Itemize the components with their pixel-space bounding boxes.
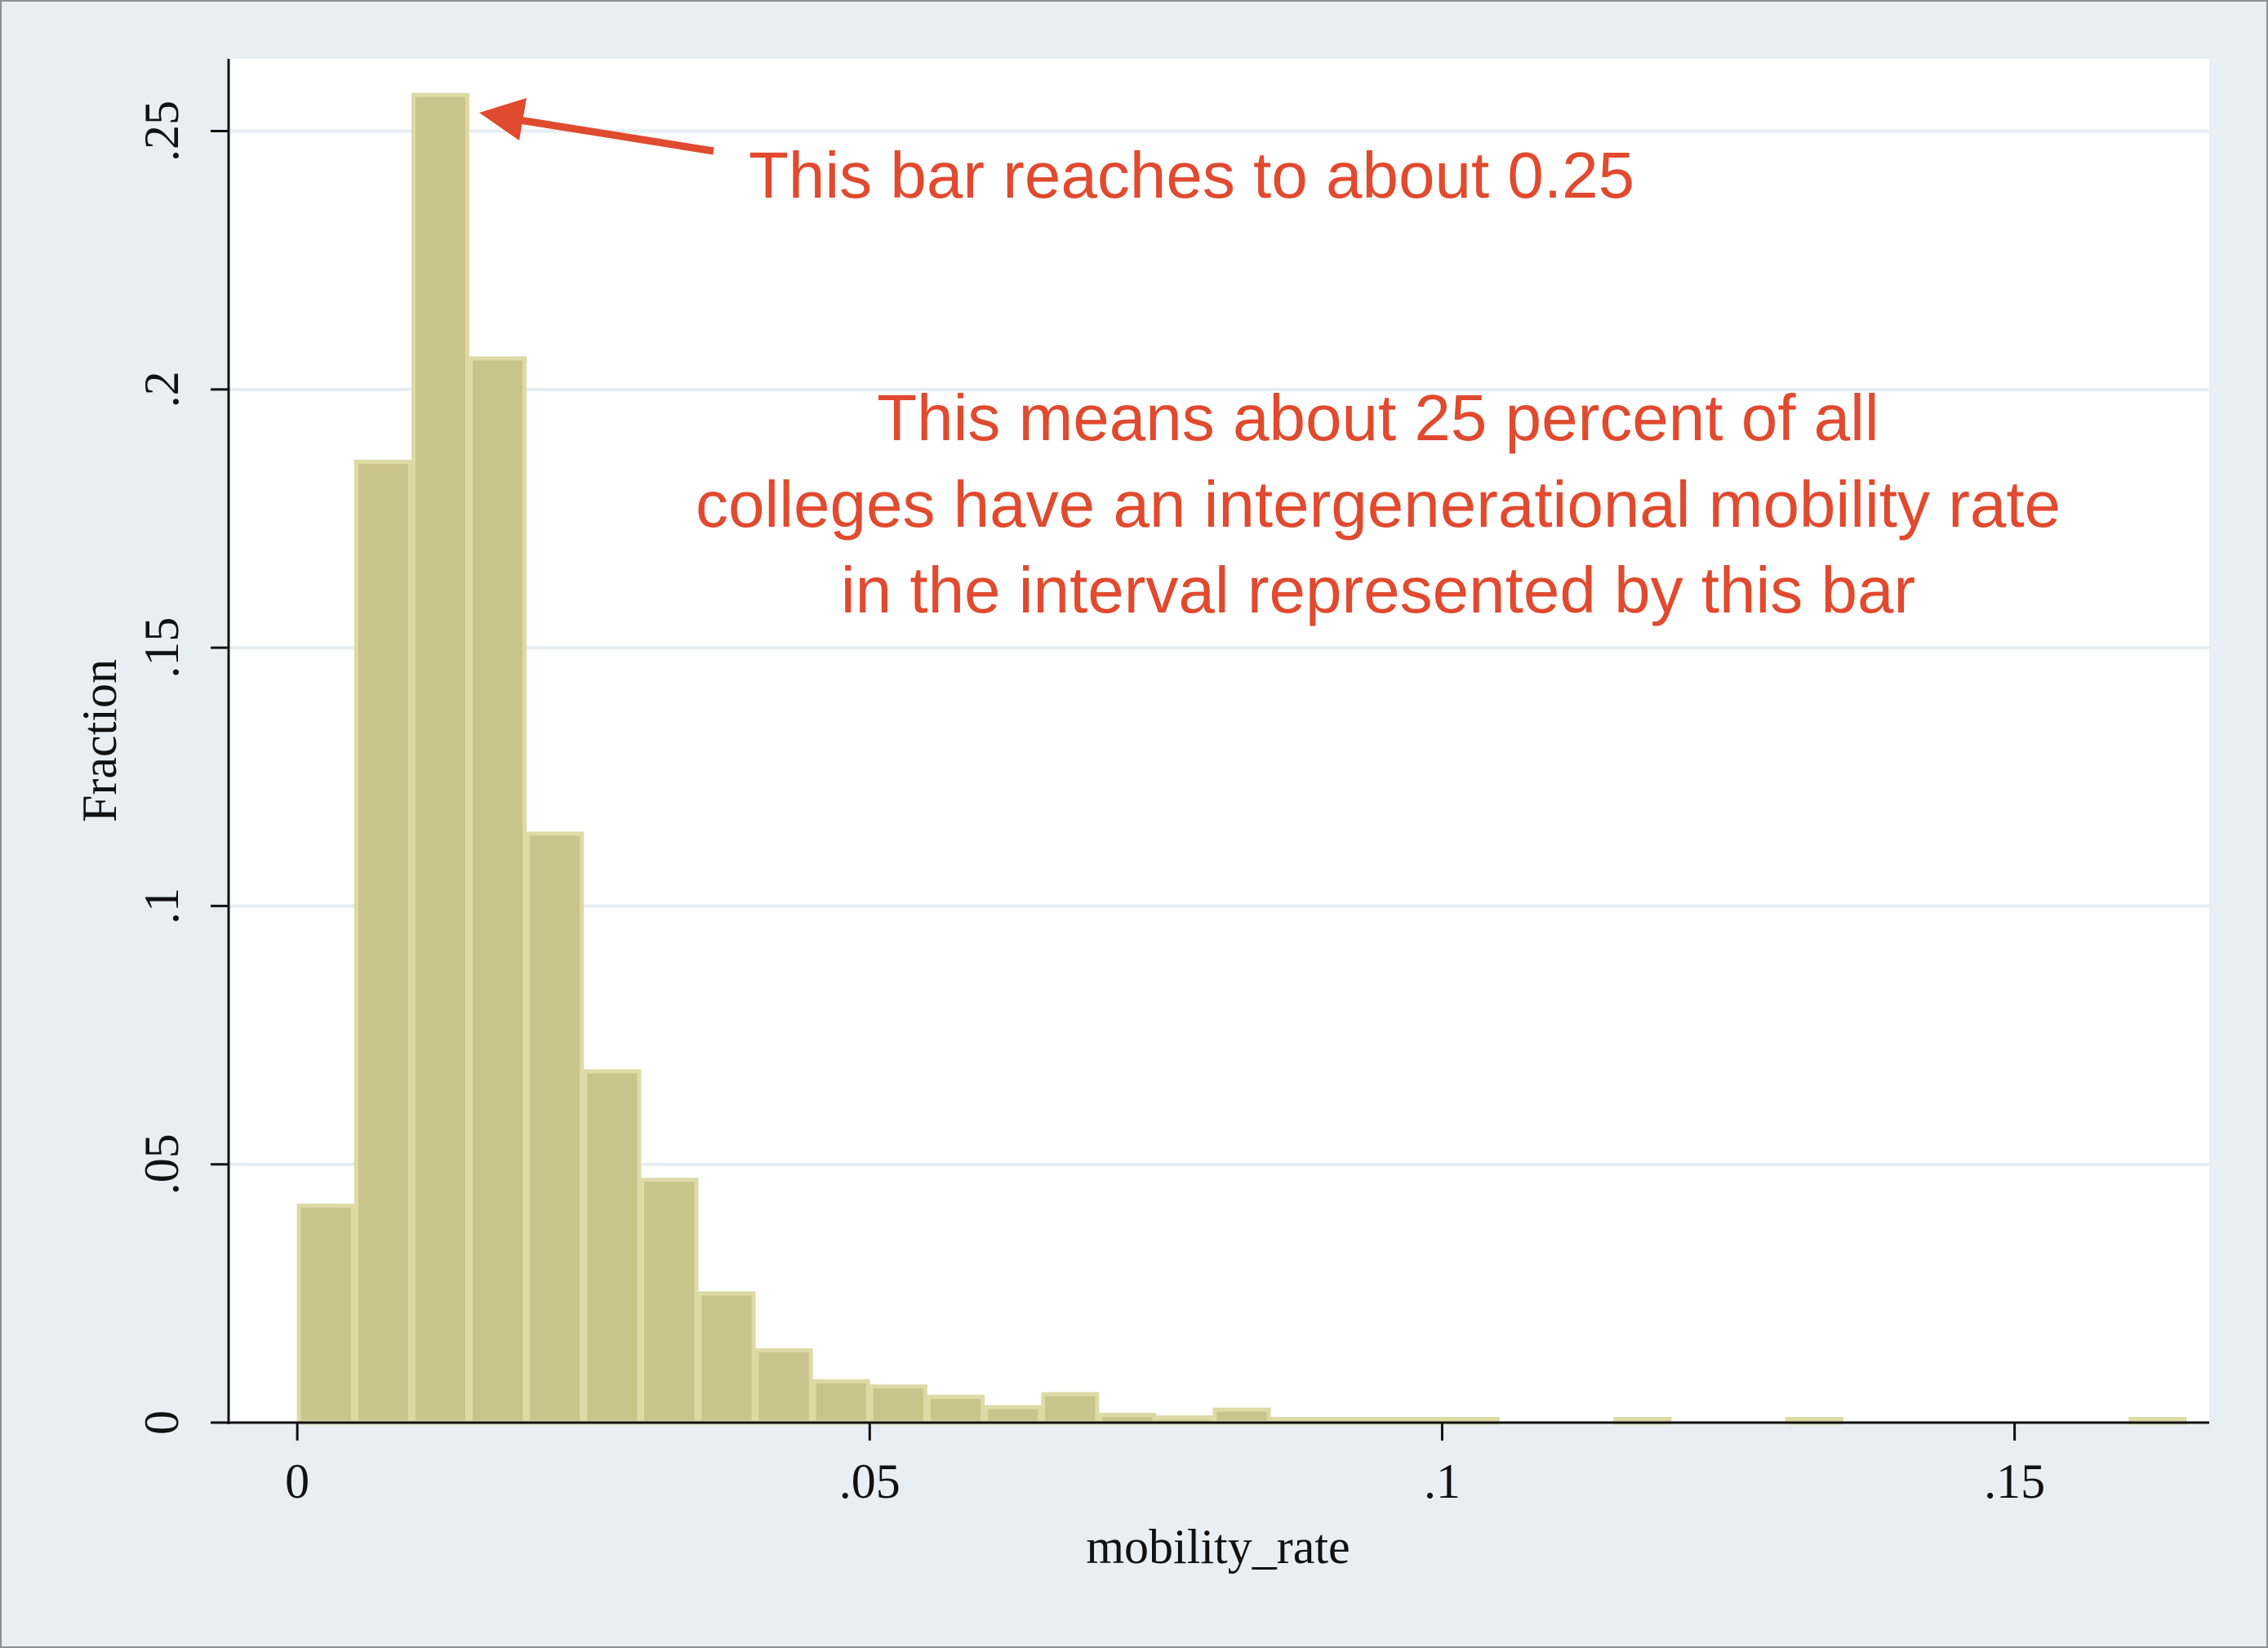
x-axis-title: mobility_rate [1086, 1520, 1350, 1574]
annotation-arrow [479, 98, 714, 155]
histogram-bars [296, 92, 2187, 1425]
histogram-bar-12 [984, 1405, 1043, 1425]
annotation-line-2: colleges have an intergenerational mobil… [696, 468, 2061, 541]
y-tick-label-5: .25 [135, 100, 189, 162]
histogram-bar-8 [754, 1347, 813, 1425]
histogram-bar-6 [640, 1178, 699, 1425]
annotation-line-1: This means about 25 percent of all [877, 381, 1879, 454]
tick-labels: 0 .05 .1 .15 0 .05 .1 .15 .2 .25 [135, 100, 2045, 1508]
histogram-bar-13 [1041, 1392, 1100, 1425]
x-tick-label-0: 0 [285, 1454, 309, 1508]
y-tick-label-3: .15 [135, 617, 189, 679]
annotation-arrow-label: This bar reaches to about 0.25 [749, 139, 1634, 212]
histogram-bar-11 [926, 1394, 985, 1425]
histogram-bar-5 [583, 1069, 642, 1425]
x-tick-label-2: .1 [1424, 1454, 1461, 1508]
x-tick-label-1: .05 [839, 1454, 901, 1508]
histogram-bar-4 [526, 831, 585, 1425]
y-tick-label-1: .05 [135, 1134, 189, 1195]
annotation-line-3: in the interval represented by this bar [841, 554, 1915, 626]
y-tick-label-0: 0 [135, 1410, 189, 1435]
histogram-bar-10 [869, 1384, 927, 1425]
axes [211, 59, 2209, 1441]
histogram-bar-0 [296, 1203, 355, 1425]
histogram-bar-2 [411, 92, 469, 1425]
arrow-head [479, 98, 527, 140]
histogram-bar-3 [468, 356, 527, 1425]
annotation-explanation: This means about 25 percent of all colle… [696, 381, 2061, 626]
y-tick-label-4: .2 [135, 371, 189, 408]
histogram-bar-1 [354, 459, 412, 1425]
histogram-bar-7 [697, 1291, 756, 1425]
histogram-bar-9 [812, 1379, 870, 1425]
y-tick-label-2: .1 [135, 888, 189, 924]
histogram-bar-16 [1212, 1407, 1271, 1425]
arrow-shaft [509, 114, 714, 155]
y-axis-title: Fraction [73, 659, 127, 822]
x-tick-label-3: .15 [1984, 1454, 2045, 1508]
